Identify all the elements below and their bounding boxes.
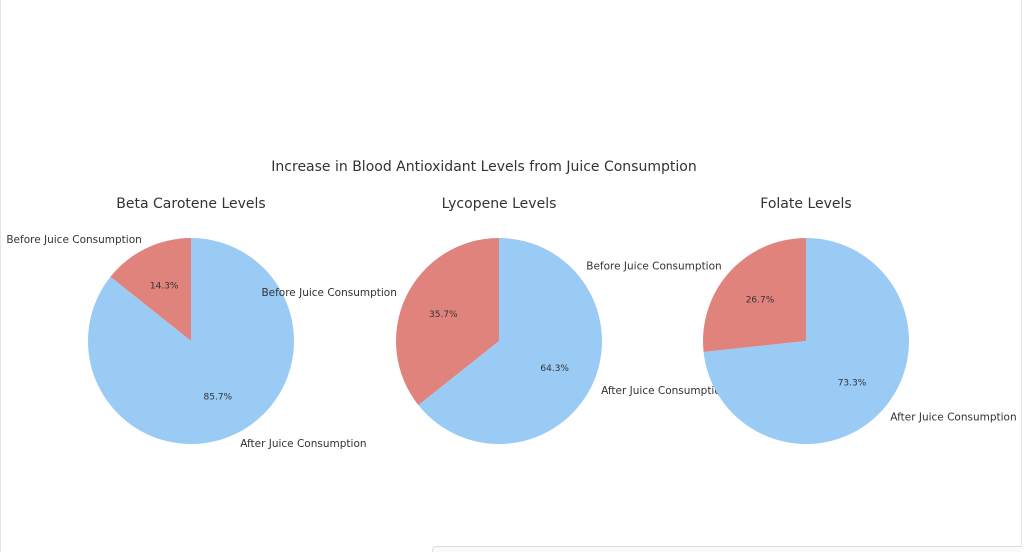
slice-label: Before Juice Consumption bbox=[6, 234, 141, 246]
pie-chart-1: Beta Carotene Levels 14.3% Before Juice Co… bbox=[6, 196, 366, 450]
percent-label: 73.3% bbox=[838, 378, 867, 388]
percent-label: 85.7% bbox=[204, 393, 233, 403]
pie-slice bbox=[703, 238, 806, 352]
percent-label: 64.3% bbox=[540, 364, 569, 374]
slice-label: After Juice Consumption bbox=[890, 412, 1016, 424]
figure-title: Increase in Blood Antioxidant Levels fro… bbox=[271, 159, 696, 175]
pie-slice bbox=[703, 238, 910, 445]
pie-title: Folate Levels bbox=[760, 196, 851, 212]
percent-label: 14.3% bbox=[150, 281, 179, 291]
bottom-panel-edge bbox=[432, 546, 1022, 552]
percent-label: 26.7% bbox=[746, 296, 775, 306]
pie-slice bbox=[110, 237, 191, 341]
pie-slice bbox=[418, 238, 602, 445]
slice-label: Before Juice Consumption bbox=[586, 260, 721, 272]
slice-label: After Juice Consumption bbox=[601, 385, 727, 397]
pie-chart-3: Folate Levels 26.7% Before Juice Consumpti… bbox=[586, 196, 1017, 445]
pie-title: Beta Carotene Levels bbox=[116, 196, 265, 212]
pie-chart-2: Lycopene Levels 35.7% Before Juice Consump… bbox=[261, 196, 727, 445]
pie-slice bbox=[395, 237, 499, 406]
pie-title: Lycopene Levels bbox=[442, 196, 557, 212]
slice-label: After Juice Consumption bbox=[240, 438, 366, 450]
pie-slice bbox=[87, 238, 294, 444]
slice-label: Before Juice Consumption bbox=[261, 287, 396, 299]
percent-label: 35.7% bbox=[429, 310, 458, 320]
